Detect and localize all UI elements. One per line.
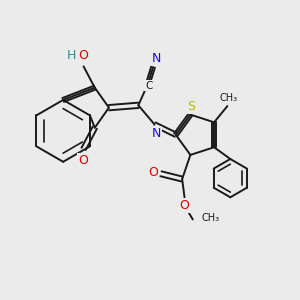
Text: O: O bbox=[78, 49, 88, 62]
Text: O: O bbox=[78, 154, 88, 166]
Text: O: O bbox=[179, 199, 189, 212]
Text: N: N bbox=[151, 128, 161, 140]
Text: H: H bbox=[67, 49, 76, 62]
Text: S: S bbox=[187, 100, 195, 113]
Text: O: O bbox=[148, 166, 158, 179]
Text: CH₃: CH₃ bbox=[201, 213, 219, 223]
Text: N: N bbox=[152, 52, 161, 65]
Text: C: C bbox=[145, 81, 153, 91]
Text: CH₃: CH₃ bbox=[220, 93, 238, 103]
